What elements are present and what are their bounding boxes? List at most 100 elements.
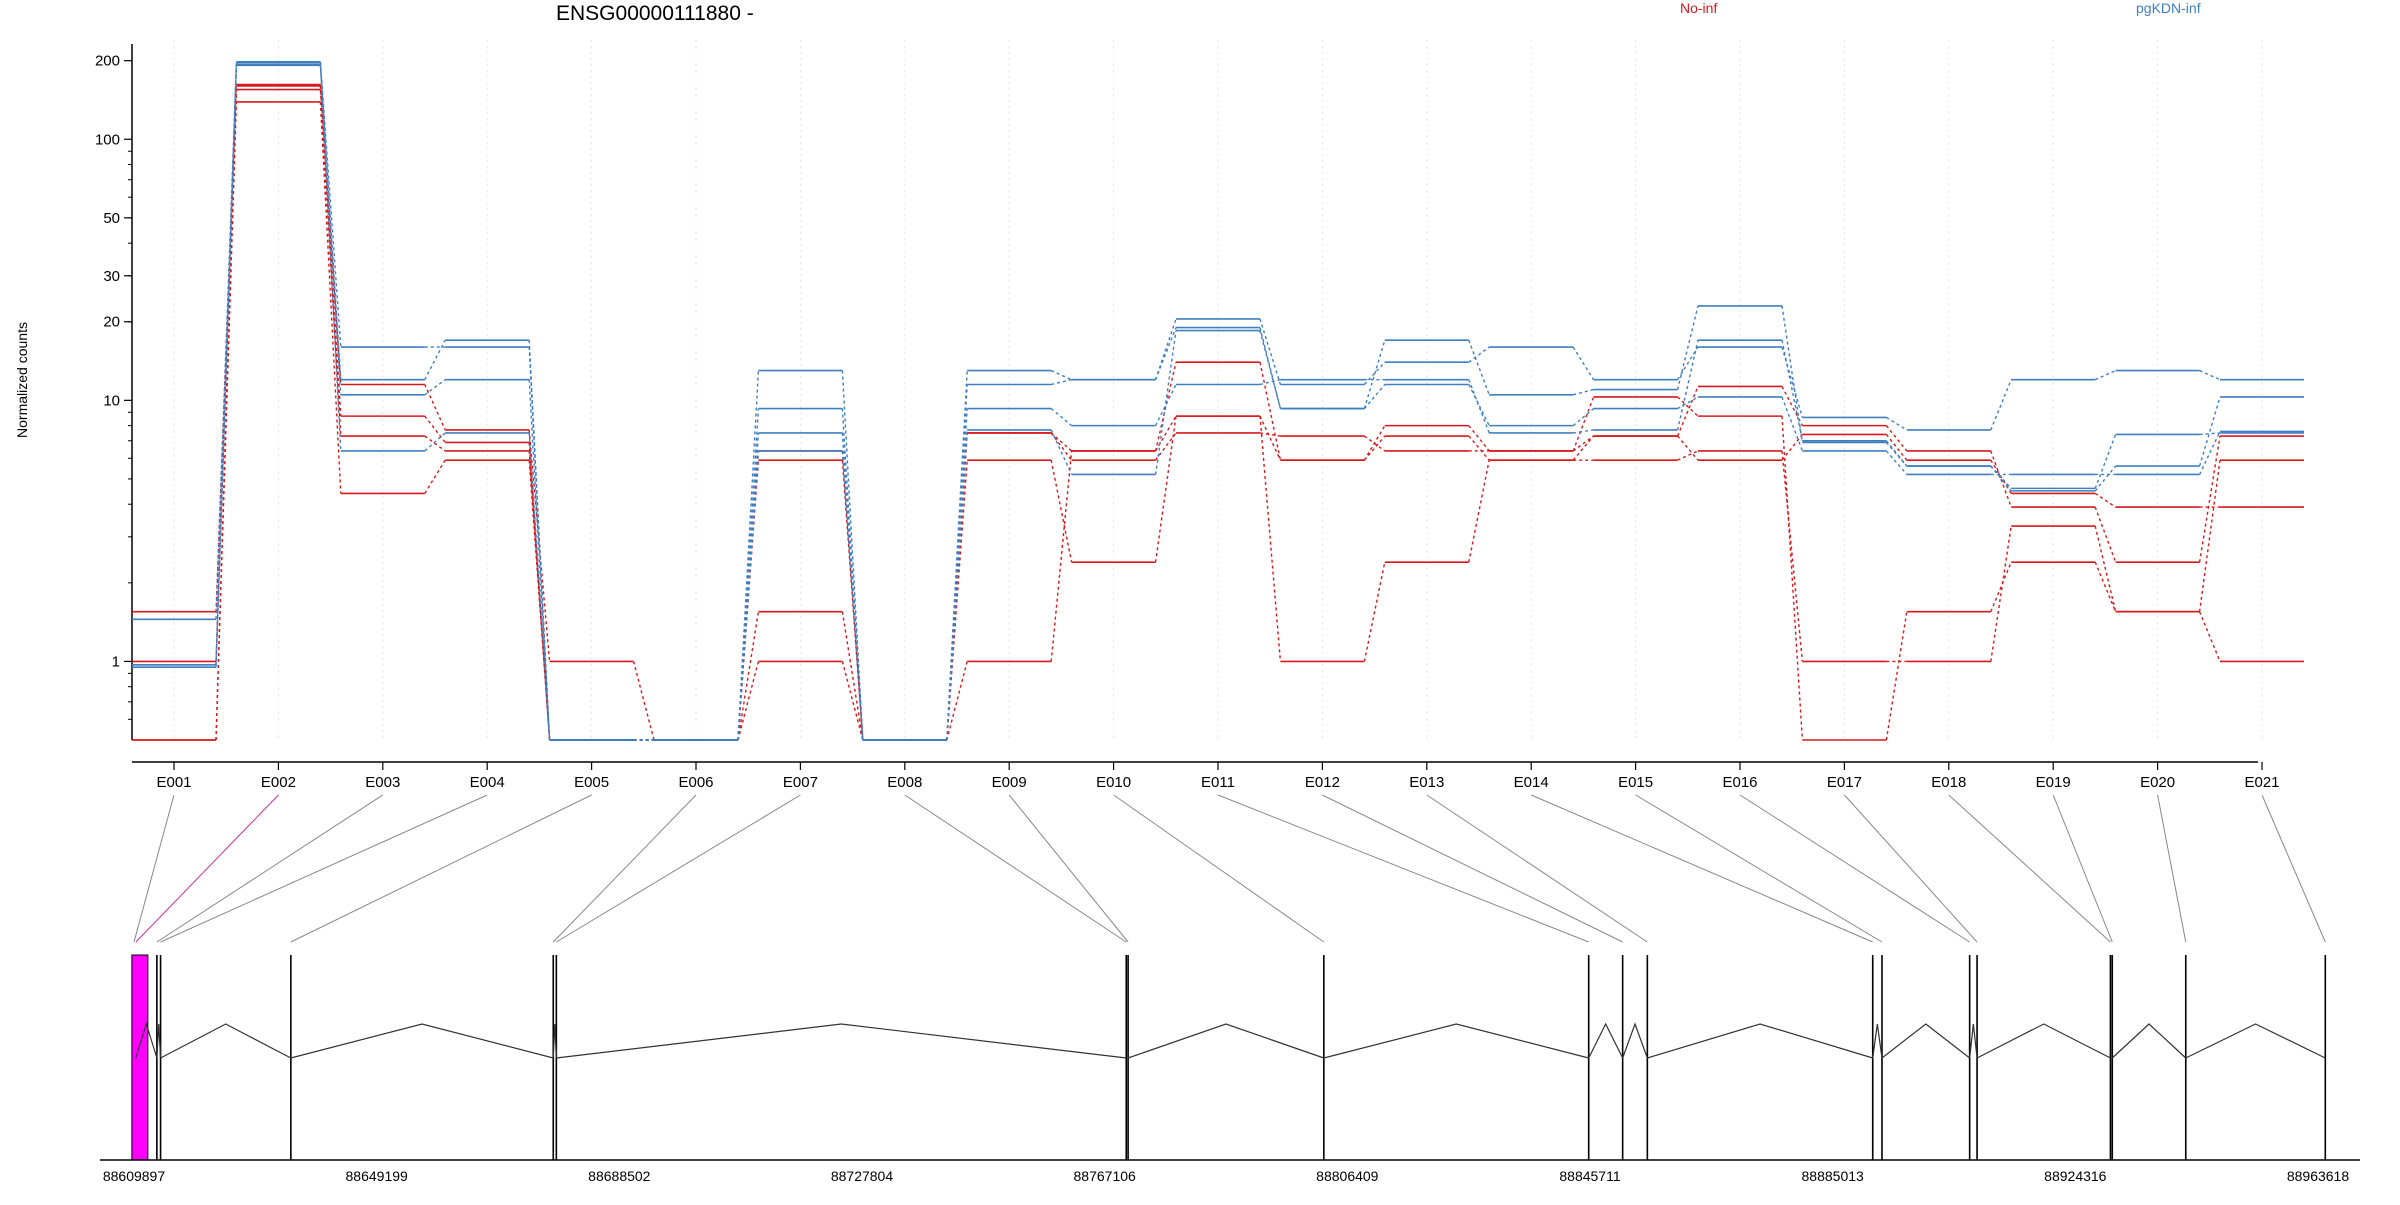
data-connector bbox=[1781, 396, 1804, 452]
data-connector bbox=[1259, 330, 1282, 409]
intron-line bbox=[2111, 1023, 2187, 1059]
x-tick-label: E002 bbox=[261, 774, 296, 791]
data-connector bbox=[841, 611, 864, 741]
data-connector bbox=[2094, 561, 2117, 612]
genomic-tick-label: 88727804 bbox=[831, 1168, 894, 1184]
y-axis-label: Normalized counts bbox=[14, 322, 30, 438]
intron-line bbox=[1588, 1022, 1624, 1059]
exon-connector bbox=[2052, 794, 2113, 943]
intron-line bbox=[1881, 1023, 1971, 1059]
x-tick-label: E020 bbox=[2140, 774, 2175, 791]
exon-connector bbox=[290, 794, 592, 943]
intron-line bbox=[1969, 1023, 1978, 1059]
data-connector bbox=[1050, 450, 1073, 662]
data-connector bbox=[1259, 432, 1281, 437]
exon-connector bbox=[1531, 794, 1873, 943]
data-connector bbox=[1468, 460, 1490, 563]
exon-connector bbox=[1948, 794, 2111, 943]
genomic-tick-label: 88806409 bbox=[1316, 1168, 1379, 1184]
data-connector bbox=[1468, 384, 1490, 426]
data-connector bbox=[424, 432, 446, 452]
data-connector bbox=[1990, 525, 2012, 662]
data-connector bbox=[1885, 441, 1908, 467]
data-connector bbox=[1259, 362, 1282, 461]
data-connector bbox=[1154, 416, 1177, 563]
x-tick-label: E010 bbox=[1096, 774, 1131, 791]
data-connector bbox=[1363, 435, 1386, 452]
data-connector bbox=[1363, 562, 1386, 662]
x-tick-label: E018 bbox=[1931, 774, 1966, 791]
data-connector bbox=[1885, 425, 1908, 452]
data-connector bbox=[2198, 460, 2221, 612]
data-connector bbox=[1050, 369, 1072, 381]
data-connector bbox=[1259, 378, 1281, 386]
data-connector bbox=[319, 62, 342, 451]
data-connector bbox=[1885, 434, 1908, 461]
data-connector bbox=[946, 661, 968, 741]
y-axis-label-wrap: Normalized counts bbox=[2, 280, 42, 480]
exon-connector bbox=[904, 794, 1127, 943]
data-connector bbox=[424, 384, 446, 431]
data-connector bbox=[1154, 318, 1177, 380]
data-connector bbox=[1781, 450, 1804, 662]
data-connector bbox=[1572, 435, 1595, 461]
data-connector bbox=[632, 661, 655, 741]
data-connector bbox=[1363, 361, 1386, 385]
data-connector bbox=[1363, 435, 1386, 461]
data-connector bbox=[737, 450, 760, 741]
genomic-tick-label: 88885013 bbox=[1802, 1168, 1865, 1184]
data-connector bbox=[1781, 340, 1804, 441]
data-connector bbox=[737, 432, 760, 741]
intron-line bbox=[1976, 1023, 2111, 1059]
data-connector bbox=[1154, 330, 1177, 475]
data-connector bbox=[2094, 465, 2117, 492]
x-tick-label: E019 bbox=[2036, 774, 2071, 791]
data-connector bbox=[1886, 416, 1908, 431]
intron-line bbox=[156, 1023, 162, 1059]
genomic-tick-label: 88609897 bbox=[103, 1168, 166, 1184]
x-tick-label: E021 bbox=[2244, 774, 2279, 791]
data-connector bbox=[1885, 450, 1908, 475]
data-connector bbox=[2198, 611, 2221, 662]
intron-line bbox=[1127, 1023, 1325, 1059]
data-connector bbox=[1050, 460, 1073, 563]
y-tick-label: 10 bbox=[103, 392, 120, 409]
data-connector bbox=[2094, 434, 2117, 489]
data-connector bbox=[1781, 434, 1803, 461]
intron-line bbox=[1647, 1023, 1873, 1059]
exon-connector bbox=[1322, 794, 1623, 943]
data-connector bbox=[1677, 396, 1699, 410]
x-tick-label: E014 bbox=[1514, 774, 1549, 791]
exon-connector bbox=[1217, 794, 1589, 943]
x-tick-label: E005 bbox=[574, 774, 609, 791]
data-connector bbox=[1781, 346, 1804, 418]
data-connector bbox=[2198, 431, 2221, 475]
x-tick-label: E008 bbox=[887, 774, 922, 791]
genomic-tick-label: 88963618 bbox=[2287, 1168, 2350, 1184]
data-connector bbox=[1050, 429, 1073, 475]
data-connector bbox=[2094, 369, 2116, 381]
exon-connector bbox=[160, 794, 488, 943]
data-connector bbox=[1572, 435, 1595, 452]
data-connector bbox=[946, 432, 968, 741]
data-connector bbox=[1468, 425, 1490, 452]
exon-connector bbox=[1844, 794, 1978, 943]
data-connector bbox=[1573, 388, 1594, 396]
data-connector bbox=[2199, 369, 2221, 381]
genomic-tick-label: 88845711 bbox=[1559, 1168, 1620, 1184]
x-tick-label: E007 bbox=[783, 774, 818, 791]
data-connector bbox=[1781, 416, 1804, 741]
legend-pgkdn-inf: pgKDN-inf bbox=[2136, 0, 2201, 16]
data-connector bbox=[2198, 435, 2221, 563]
y-tick-label: 100 bbox=[95, 131, 120, 148]
data-connector bbox=[841, 450, 864, 741]
y-tick-label: 30 bbox=[103, 268, 120, 285]
data-connector bbox=[1990, 379, 2012, 431]
data-connector bbox=[946, 460, 968, 741]
data-connector bbox=[1676, 386, 1699, 437]
data-connector bbox=[946, 432, 968, 741]
exon-connector bbox=[1739, 794, 1970, 943]
data-connector bbox=[1154, 415, 1177, 452]
